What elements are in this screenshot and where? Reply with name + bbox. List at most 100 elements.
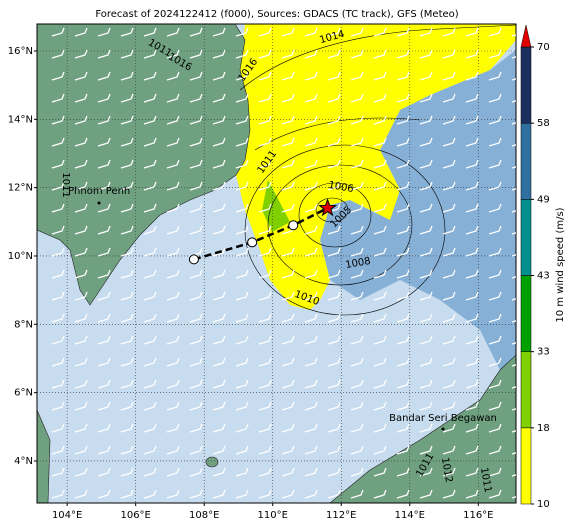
x-tick-label: 114°E	[395, 510, 425, 521]
wind-barb	[465, 445, 479, 455]
wind-barb	[51, 137, 65, 147]
wind-barb	[373, 137, 387, 147]
wind-barb	[74, 269, 88, 279]
wind-barb	[74, 181, 88, 191]
wind-barb	[258, 27, 272, 37]
wind-barb	[51, 291, 65, 301]
wind-barb	[373, 291, 387, 301]
wind-barb	[74, 489, 88, 499]
wind-barb	[212, 225, 226, 235]
wind-barb	[488, 159, 502, 169]
wind-barb	[235, 313, 249, 323]
wind-barb	[396, 313, 410, 323]
wind-barb	[327, 49, 341, 59]
wind-barb	[74, 313, 88, 323]
wind-barb	[511, 188, 516, 191]
colorbar-bin	[520, 427, 532, 505]
wind-barb	[488, 423, 502, 433]
wind-barb	[419, 93, 433, 103]
wind-barb	[143, 137, 157, 147]
wind-barb	[327, 181, 341, 191]
wind-barb	[97, 137, 111, 147]
wind-barb	[442, 137, 456, 147]
wind-barb	[143, 357, 157, 367]
colorbar-extend	[520, 24, 532, 48]
wind-barb	[419, 291, 433, 301]
wind-barb	[304, 181, 318, 191]
land	[37, 24, 251, 306]
wind-barb	[97, 269, 111, 279]
x-tick-label: 104°E	[52, 510, 82, 521]
wind-barb	[281, 203, 295, 213]
wind-barb	[74, 247, 88, 257]
colorbar-tick-label: 10	[537, 499, 550, 510]
wind-barb	[488, 203, 502, 213]
wind-barb	[212, 467, 226, 477]
wind-barb	[419, 467, 433, 477]
wind-barb	[511, 452, 516, 455]
wind-barb	[189, 93, 203, 103]
wind-barb	[258, 137, 272, 147]
wind-barb	[327, 445, 341, 455]
colorbar-bin	[520, 351, 532, 429]
wind-barb	[281, 445, 295, 455]
wind-barb	[350, 27, 364, 37]
wind-barb	[212, 401, 226, 411]
colorbar-label: 10 m wind speed (m/s)	[555, 207, 566, 322]
wind-barb	[166, 115, 180, 125]
wind-barb	[373, 27, 387, 37]
wind-barb	[51, 357, 65, 367]
wind-barb	[143, 423, 157, 433]
wind-barb	[419, 247, 433, 257]
wind-barb	[51, 467, 65, 477]
wind-barb	[396, 27, 410, 37]
wind-barb	[511, 342, 516, 345]
wind-barb	[51, 489, 65, 499]
wind-barb	[350, 247, 364, 257]
wind-barb	[396, 269, 410, 279]
wind-barb	[189, 401, 203, 411]
wind-barb	[281, 291, 295, 301]
wind-barb	[419, 269, 433, 279]
wind-barb	[442, 181, 456, 191]
wind-barb	[373, 423, 387, 433]
wind-barb	[120, 379, 134, 389]
colorbar-bin	[520, 275, 532, 352]
wind-barb	[465, 335, 479, 345]
wind-barb	[327, 357, 341, 367]
wind-barb	[488, 489, 502, 499]
wind-barb	[488, 181, 502, 191]
wind-barb	[304, 445, 318, 455]
wind-barb	[304, 379, 318, 389]
wind-barb	[74, 445, 88, 455]
isobar	[267, 164, 413, 286]
track-point	[288, 220, 299, 231]
wind-barb	[373, 489, 387, 499]
wind-barb	[97, 489, 111, 499]
wind-barb	[97, 445, 111, 455]
wind-barb	[74, 401, 88, 411]
wind-barb	[488, 115, 502, 125]
wind-barb	[143, 467, 157, 477]
wind-barb	[212, 203, 226, 213]
wind-barb	[511, 122, 516, 125]
wind-barb	[511, 364, 516, 367]
wind-barb	[97, 27, 111, 37]
wind-barb	[350, 357, 364, 367]
wind-barb	[281, 181, 295, 191]
wind-barb	[396, 489, 410, 499]
wind-barb	[465, 93, 479, 103]
wind-barb	[166, 27, 180, 37]
wind-barb	[212, 313, 226, 323]
contour-label: 1008	[345, 256, 372, 271]
wind-barb	[143, 401, 157, 411]
wind-barb	[488, 357, 502, 367]
wind-barb	[212, 269, 226, 279]
colorbar-bin	[520, 122, 532, 200]
wind-barb	[396, 225, 410, 235]
wind-barb	[396, 93, 410, 103]
wind-barb	[120, 313, 134, 323]
isobar	[298, 182, 372, 248]
wind-barb	[304, 247, 318, 257]
wind-barb	[488, 27, 502, 37]
